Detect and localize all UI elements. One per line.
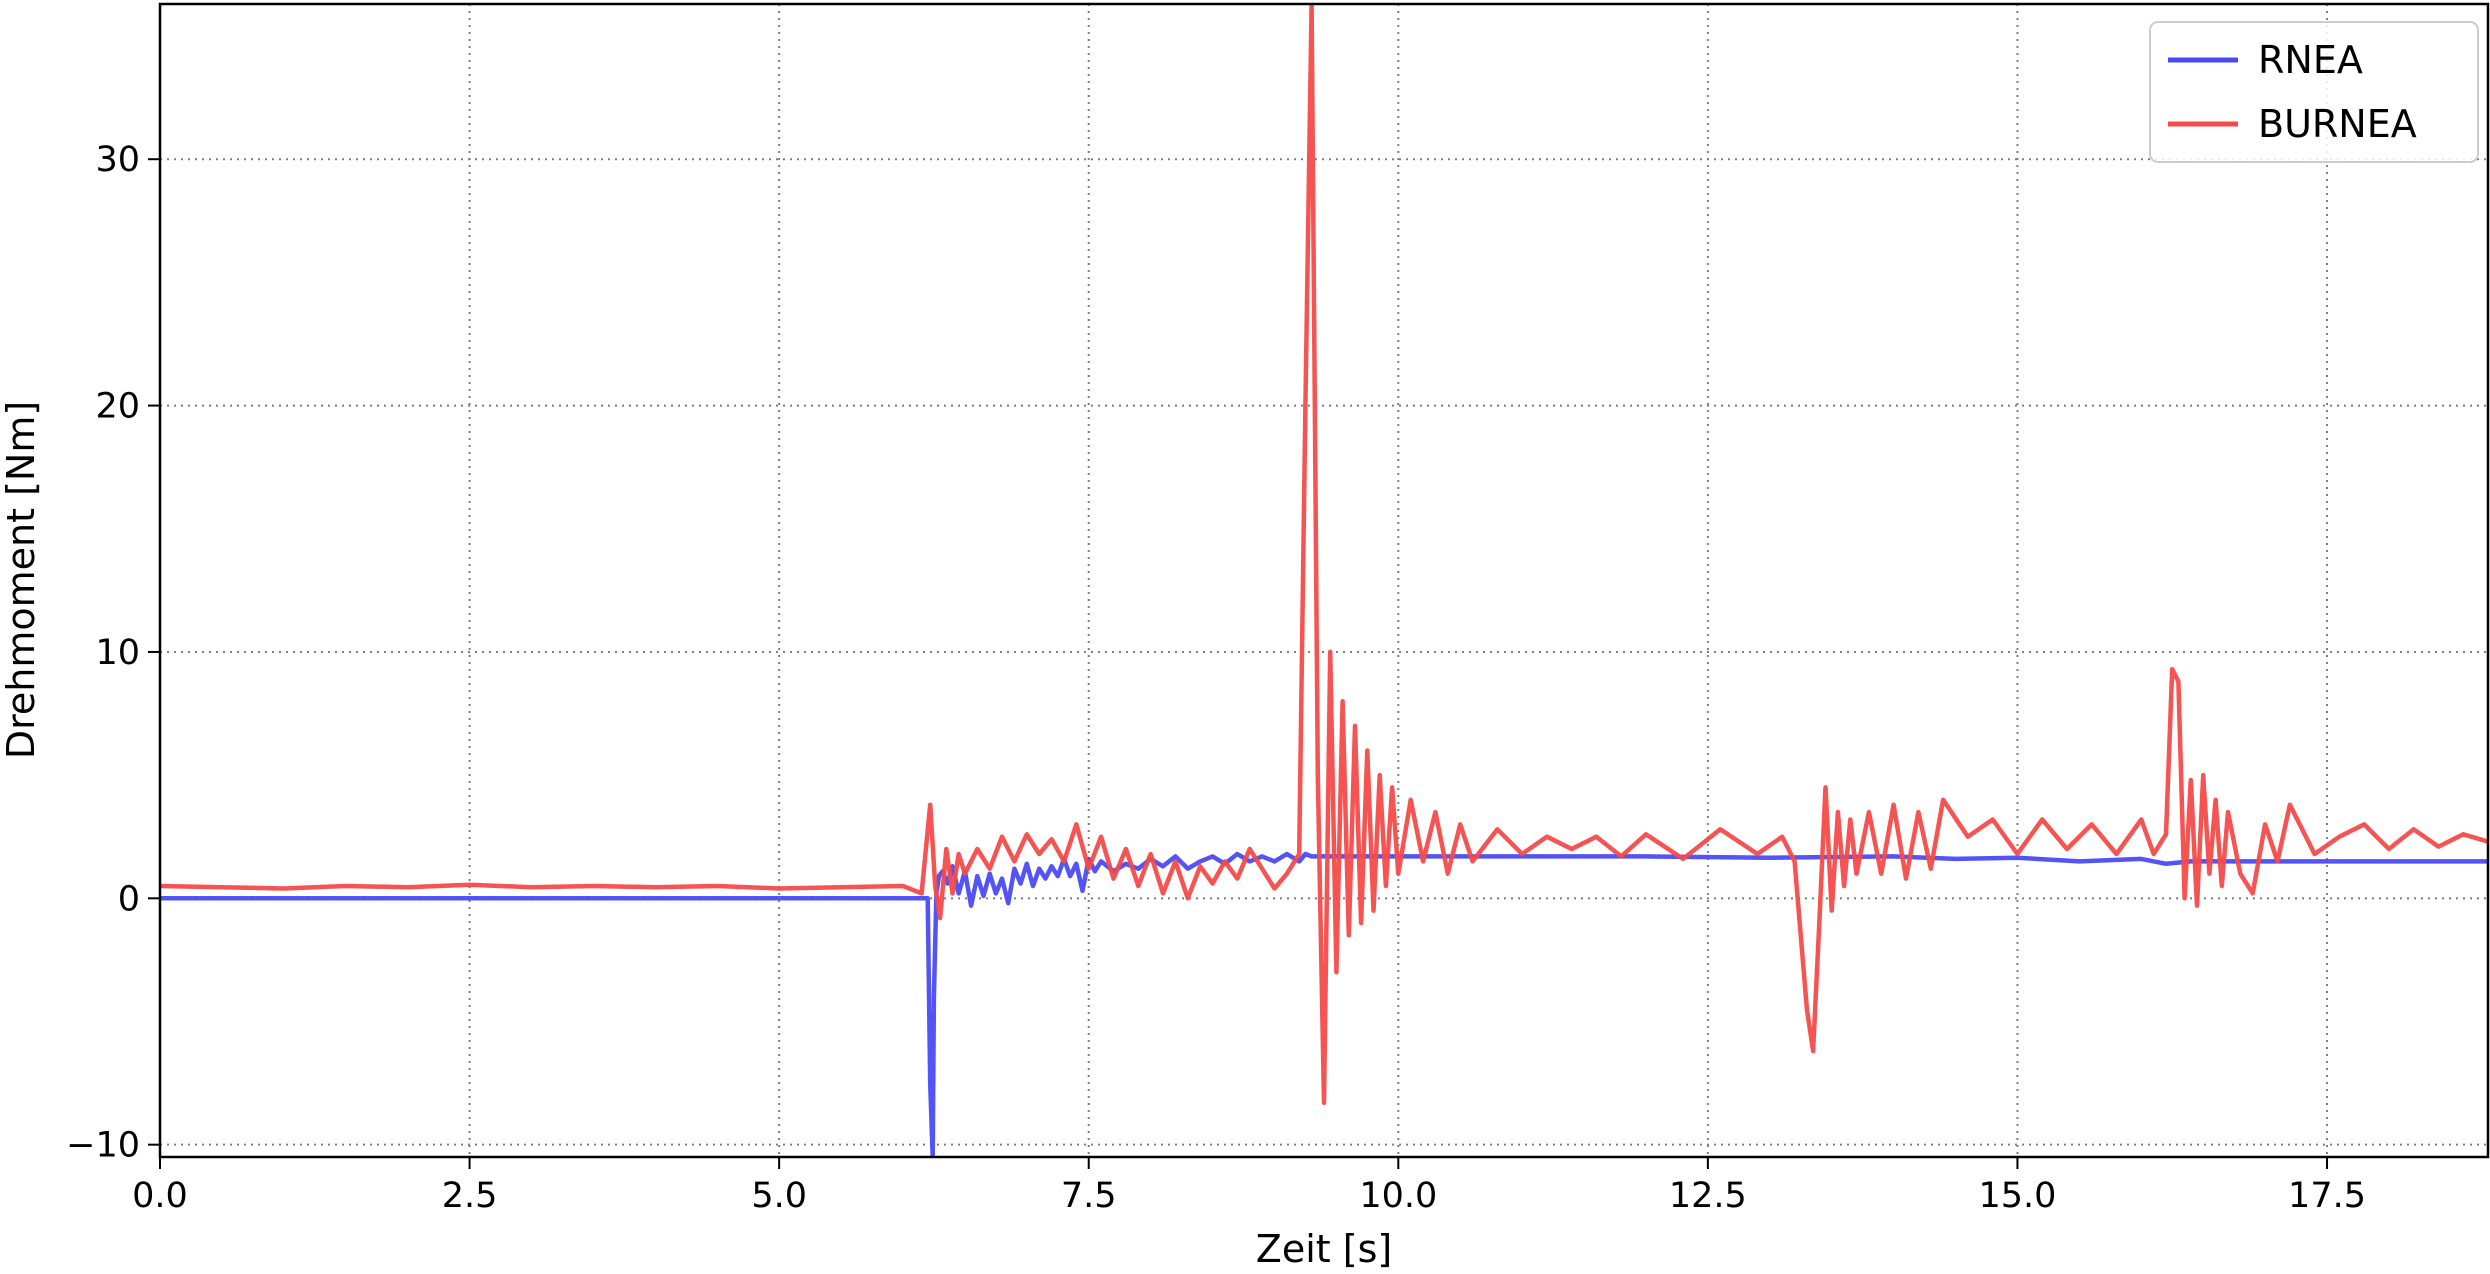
legend-label: BURNEA	[2258, 102, 2417, 146]
x-tick-label: 10.0	[1359, 1176, 1437, 1216]
grid-lines	[159, 4, 2488, 1157]
x-axis-label: Zeit [s]	[1256, 1227, 1392, 1271]
x-tick-label: 7.5	[1061, 1176, 1117, 1216]
tick-labels: 0.0 2.5 5.0 7.5 10.0 12.5 15.0 17.5 −10 0 10 20 30	[66, 140, 2366, 1216]
y-tick-label: 20	[95, 387, 140, 427]
y-tick-label: 0	[118, 879, 140, 919]
plot-area	[160, 4, 2488, 1157]
y-axis-label: Drehmoment [Nm]	[0, 401, 43, 759]
x-tick-label: 2.5	[442, 1176, 498, 1216]
y-tick-label: −10	[66, 1126, 140, 1166]
x-tick-label: 12.5	[1669, 1176, 1747, 1216]
x-tick-label: 15.0	[1978, 1176, 2056, 1216]
y-tick-label: 30	[95, 140, 140, 180]
x-tick-label: 17.5	[2288, 1176, 2366, 1216]
x-tick-label: 0.0	[132, 1176, 188, 1216]
legend-box	[2149, 21, 2479, 163]
legend-label: RNEA	[2258, 38, 2363, 82]
series-layer	[160, 4, 2488, 1157]
y-tick-label: 10	[95, 633, 140, 673]
tick-marks	[148, 158, 2329, 1169]
legend: RNEA BURNEA	[2149, 21, 2479, 163]
series-line-burnea	[160, 4, 2488, 1106]
plot-frame	[158, 2, 2490, 1159]
x-tick-label: 5.0	[751, 1176, 807, 1216]
